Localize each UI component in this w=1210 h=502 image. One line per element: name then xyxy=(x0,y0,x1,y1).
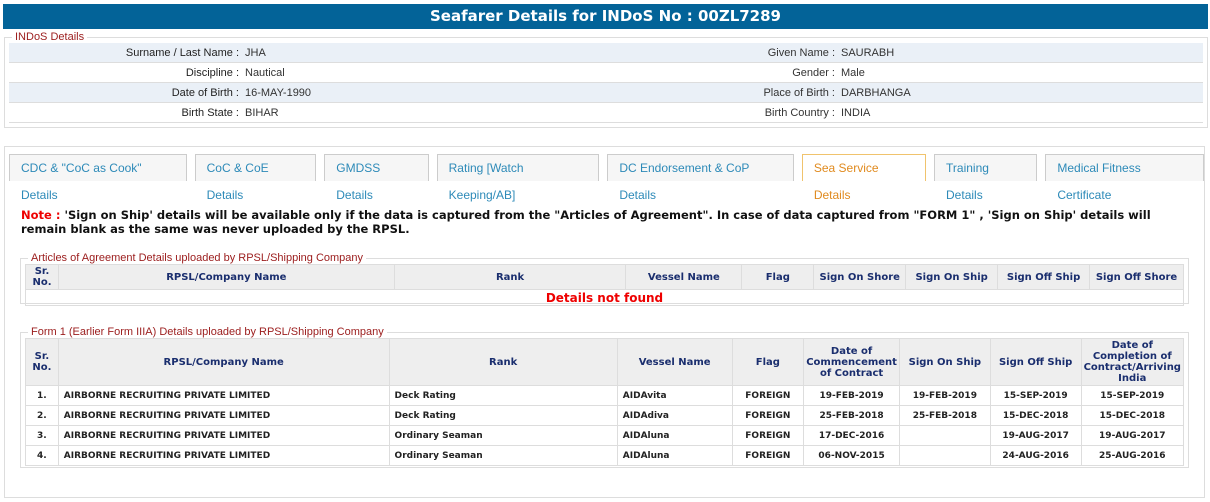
field-label: Birth State : xyxy=(181,107,239,119)
indos-row: Birth State : BIHAR Birth Country : INDIA xyxy=(9,103,1203,123)
column-header: Sign On Ship xyxy=(905,264,999,290)
table-cell: AIDAluna xyxy=(616,445,733,466)
table-cell: 15-DEC-2018 xyxy=(989,405,1082,426)
indos-details: INDoS Details Surname / Last Name : JHA Gi… xyxy=(4,31,1208,128)
tab-panel: CDC & "CoC as Cook" Details CoC & CoE Det… xyxy=(4,146,1205,498)
tab-rating-watch-keeping-ab[interactable]: Rating [Watch Keeping/AB] xyxy=(436,154,600,202)
table-cell: 2. xyxy=(25,405,59,426)
table-cell: 06-NOV-2015 xyxy=(803,445,900,466)
table-cell: 1. xyxy=(25,385,59,406)
tab-dc-endorsement-cop-details[interactable]: DC Endorsement & CoP Details xyxy=(607,154,794,202)
table-cell: AIRBORNE RECRUITING PRIVATE LIMITED xyxy=(57,425,390,446)
page-title: Seafarer Details for INDoS No : 00ZL7289 xyxy=(3,4,1208,29)
table-cell: Deck Rating xyxy=(388,405,618,426)
field-value: Nautical xyxy=(245,67,285,79)
table-cell: 3. xyxy=(25,425,59,446)
column-header: Sr. No. xyxy=(25,264,59,290)
field-value: BIHAR xyxy=(245,107,279,119)
indos-row: Discipline : Nautical Gender : Male xyxy=(9,63,1203,83)
table-cell: Ordinary Seaman xyxy=(388,425,618,446)
table-cell: AIDAluna xyxy=(616,425,733,446)
column-header: RPSL/Company Name xyxy=(57,338,390,386)
table-cell: AIDAvita xyxy=(616,385,733,406)
tab-bar: CDC & "CoC as Cook" Details CoC & CoE Det… xyxy=(9,154,1204,202)
table-cell: FOREIGN xyxy=(731,405,805,426)
table-cell: 15-SEP-2019 xyxy=(989,385,1082,406)
field-label: Given Name : xyxy=(767,47,835,59)
table-cell: 17-DEC-2016 xyxy=(803,425,900,446)
column-header: Rank xyxy=(388,338,618,386)
field-value: INDIA xyxy=(841,107,871,119)
articles-section: Articles of Agreement Details uploaded b… xyxy=(20,252,1189,306)
column-header: Sign Off Shore xyxy=(1089,264,1184,290)
field-label: Date of Birth : xyxy=(171,87,239,99)
tab-cdc-coc-as-cook-details[interactable]: CDC & "CoC as Cook" Details xyxy=(9,154,187,202)
column-header: Flag xyxy=(731,338,805,386)
field-value: SAURABH xyxy=(841,47,895,59)
table-cell: AIDAdiva xyxy=(616,405,733,426)
column-header: Rank xyxy=(393,264,627,290)
column-header: Vessel Name xyxy=(616,338,733,386)
table-cell: 25-AUG-2016 xyxy=(1080,445,1185,466)
column-header: Sign On Shore xyxy=(813,264,907,290)
field-value: JHA xyxy=(245,47,266,59)
table-row: 4. AIRBORNE RECRUITING PRIVATE LIMITED Ord… xyxy=(25,445,1185,466)
form1-legend: Form 1 (Earlier Form IIIA) Details uploa… xyxy=(31,326,384,338)
table-cell: AIRBORNE RECRUITING PRIVATE LIMITED xyxy=(57,385,390,406)
table-cell xyxy=(898,445,991,466)
table-cell: 15-SEP-2019 xyxy=(1080,385,1185,406)
field-label: Surname / Last Name : xyxy=(125,47,239,59)
table-cell: FOREIGN xyxy=(731,445,805,466)
table-cell: 19-FEB-2019 xyxy=(803,385,900,406)
note-text: Note : 'Sign on Ship' details will be av… xyxy=(21,208,1151,236)
table-cell: 25-FEB-2018 xyxy=(898,405,991,426)
tab-coc-coe-details[interactable]: CoC & CoE Details xyxy=(194,154,317,202)
field-label: Place of Birth : xyxy=(763,87,835,99)
table-cell: 19-AUG-2017 xyxy=(989,425,1082,446)
table-cell: AIRBORNE RECRUITING PRIVATE LIMITED xyxy=(57,405,390,426)
column-header: Sign Off Ship xyxy=(997,264,1091,290)
column-header: Sign On Ship xyxy=(898,338,991,386)
table-cell: 25-FEB-2018 xyxy=(803,405,900,426)
table-cell: FOREIGN xyxy=(731,425,805,446)
column-header: Date of Completion of Contract/Arriving … xyxy=(1080,338,1185,386)
field-label: Gender : xyxy=(792,67,835,79)
articles-table: Sr. No. RPSL/Company Name Rank Vessel Name F… xyxy=(25,264,1184,306)
table-cell: Deck Rating xyxy=(388,385,618,406)
table-cell: FOREIGN xyxy=(731,385,805,406)
indos-legend: INDoS Details xyxy=(15,31,85,43)
form1-section: Form 1 (Earlier Form IIIA) Details uploa… xyxy=(20,326,1189,468)
field-value: DARBHANGA xyxy=(841,87,911,99)
column-header: Flag xyxy=(741,264,815,290)
column-header: Vessel Name xyxy=(625,264,743,290)
tab-training-details[interactable]: Training Details xyxy=(934,154,1038,202)
column-header: Sign Off Ship xyxy=(989,338,1082,386)
tab-gmdss-details[interactable]: GMDSS Details xyxy=(324,154,429,202)
tab-medical-fitness-certificate[interactable]: Medical Fitness Certificate xyxy=(1045,154,1204,202)
column-header: Sr. No. xyxy=(25,338,59,386)
table-cell: 4. xyxy=(25,445,59,466)
details-not-found: Details not found xyxy=(25,289,1184,306)
table-cell: 15-DEC-2018 xyxy=(1080,405,1185,426)
table-row: 1. AIRBORNE RECRUITING PRIVATE LIMITED Dec… xyxy=(25,385,1185,406)
indos-row: Surname / Last Name : JHA Given Name : SAUR… xyxy=(9,43,1203,63)
table-cell: 19-AUG-2017 xyxy=(1080,425,1185,446)
table-row: 2. AIRBORNE RECRUITING PRIVATE LIMITED Dec… xyxy=(25,405,1185,426)
field-label: Birth Country : xyxy=(764,107,835,119)
field-label: Discipline : xyxy=(185,67,239,79)
field-value: 16-MAY-1990 xyxy=(245,87,312,99)
table-cell: AIRBORNE RECRUITING PRIVATE LIMITED xyxy=(57,445,390,466)
column-header: Date of Commencement of Contract xyxy=(803,338,900,386)
field-value: Male xyxy=(841,67,865,79)
table-cell xyxy=(898,425,991,446)
articles-legend: Articles of Agreement Details uploaded b… xyxy=(31,252,364,264)
table-cell: Ordinary Seaman xyxy=(388,445,618,466)
form1-table: Sr. No. RPSL/Company Name Rank Vessel Name F… xyxy=(25,338,1185,466)
table-row: 3. AIRBORNE RECRUITING PRIVATE LIMITED Ord… xyxy=(25,425,1185,446)
tab-sea-service-details[interactable]: Sea Service Details xyxy=(801,154,927,202)
indos-row: Date of Birth : 16-MAY-1990 Place of Birth… xyxy=(9,83,1203,103)
table-cell: 24-AUG-2016 xyxy=(989,445,1082,466)
table-cell: 19-FEB-2019 xyxy=(898,385,991,406)
column-header: RPSL/Company Name xyxy=(57,264,395,290)
